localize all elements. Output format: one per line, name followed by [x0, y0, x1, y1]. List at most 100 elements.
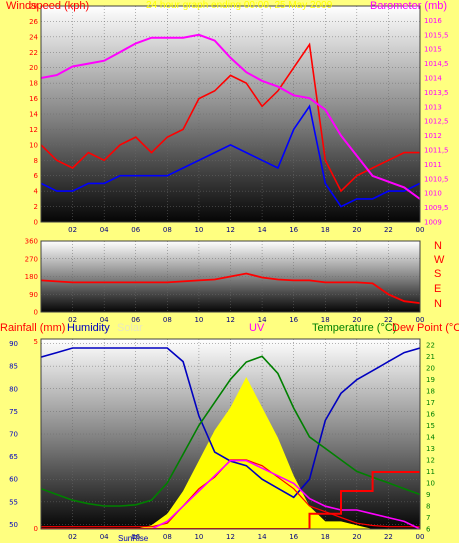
direction-y-tick-label: 360 — [25, 238, 38, 246]
x-tick-label: 10 — [194, 316, 203, 324]
temperature-y-tick-label: 18 — [426, 387, 435, 395]
direction-y-tick-label: 90 — [29, 291, 38, 299]
x-tick-label: 00 — [416, 533, 425, 541]
x-tick-label: 12 — [226, 533, 235, 541]
series-average-windspeed — [41, 104, 420, 208]
wind-y-tick-label: 6 — [34, 172, 39, 180]
temperature-y-tick-label: 7 — [426, 514, 430, 522]
barometer-y-tick-label: 1014 — [424, 75, 442, 83]
humidity-y-tick-label: 75 — [9, 408, 18, 416]
humidity-y-tick-label: 60 — [9, 476, 18, 484]
temperature-y-tick-label: 12 — [426, 456, 435, 464]
x-tick-label: 18 — [321, 533, 330, 541]
direction-y-tick-label: 270 — [25, 255, 38, 263]
rainfall-y-tick-label: 0 — [34, 525, 38, 533]
wind-y-tick-label: 18 — [29, 80, 38, 88]
x-tick-label: 22 — [384, 533, 393, 541]
chart-date-title: 24 hour graph ending 00:00, 25 May 2009 — [146, 0, 333, 11]
wind-y-tick-label: 2 — [34, 203, 38, 211]
wind-y-tick-label: 4 — [34, 188, 39, 196]
x-tick-label: 16 — [289, 316, 298, 324]
temperature-y-tick-label: 22 — [426, 341, 435, 349]
compass-w: W — [434, 254, 445, 266]
x-tick-label: 14 — [258, 533, 267, 541]
x-tick-label: 12 — [226, 226, 235, 234]
x-tick-label: 04 — [100, 533, 109, 541]
temperature-y-tick-label: 11 — [426, 468, 435, 476]
wind-y-tick-label: 28 — [29, 3, 38, 11]
compass-e: E — [434, 283, 442, 295]
series-windspeed-kph- — [41, 42, 420, 193]
plot-frame — [40, 240, 421, 313]
wind-y-tick-label: 14 — [29, 111, 38, 119]
barometer-y-tick-label: 1016 — [424, 17, 442, 25]
x-tick-label: 14 — [258, 226, 267, 234]
direction-y-tick-label: 180 — [25, 273, 38, 281]
humidity-y-tick-label: 90 — [9, 340, 18, 348]
x-tick-label: 22 — [384, 316, 393, 324]
series-temperature — [41, 355, 420, 507]
x-tick-label: 06 — [131, 226, 140, 234]
series-uv — [41, 459, 420, 529]
sunrise-label: SunRise — [118, 534, 149, 543]
barometer-y-tick-label: 1011,5 — [424, 147, 449, 155]
temperature-y-tick-label: 13 — [426, 445, 435, 453]
series-solar — [41, 377, 420, 529]
series-wind-direction — [41, 272, 420, 304]
barometer-axis-label: Barometer (mb) — [370, 0, 448, 12]
wind-y-tick-label: 20 — [29, 64, 38, 72]
x-tick-label: 18 — [321, 316, 330, 324]
uv-label: UV — [249, 322, 265, 334]
humidity-y-tick-label: 80 — [9, 385, 18, 393]
x-tick-label: 02 — [68, 316, 77, 324]
temperature-y-tick-label: 20 — [426, 364, 435, 372]
x-tick-label: 14 — [258, 316, 267, 324]
series-rainfall — [41, 471, 420, 529]
series-barometer-mb- — [41, 33, 420, 200]
barometer-y-tick-label: 1011 — [424, 161, 442, 169]
humidity-y-tick-label: 70 — [9, 431, 18, 439]
wind-y-tick-label: 8 — [34, 157, 38, 165]
barometer-y-tick-label: 1014,5 — [424, 60, 449, 68]
barometer-y-tick-label: 1009,5 — [424, 204, 449, 212]
barometer-y-tick-label: 1010 — [424, 190, 442, 198]
wind-y-tick-label: 24 — [29, 33, 38, 41]
temperature-y-tick-label: 21 — [426, 353, 435, 361]
x-tick-label: 08 — [163, 316, 172, 324]
x-tick-label: 16 — [289, 533, 298, 541]
x-tick-label: 04 — [100, 226, 109, 234]
compass-n-bottom: N — [434, 298, 442, 310]
humidity-axis-label: Humidity — [67, 322, 110, 334]
x-tick-label: 18 — [321, 226, 330, 234]
wind-y-tick-label: 26 — [29, 18, 38, 26]
compass-n-top: N — [434, 240, 442, 252]
humidity-y-tick-label: 55 — [9, 498, 18, 506]
rainfall-y-tick-label: 5 — [34, 338, 38, 346]
x-tick-label: 10 — [194, 226, 203, 234]
temperature-y-tick-label: 16 — [426, 410, 435, 418]
x-tick-label: 22 — [384, 226, 393, 234]
compass-s: S — [434, 268, 442, 280]
x-tick-label: 12 — [226, 316, 235, 324]
x-tick-label: 00 — [416, 226, 425, 234]
wind-y-tick-label: 16 — [29, 95, 38, 103]
x-tick-label: 20 — [352, 226, 361, 234]
wind-y-tick-label: 10 — [29, 141, 38, 149]
humidity-y-tick-label: 50 — [9, 521, 18, 529]
wind-y-tick-label: 0 — [34, 219, 38, 227]
temperature-y-tick-label: 6 — [426, 526, 431, 534]
temperature-y-tick-label: 8 — [426, 502, 430, 510]
barometer-y-tick-label: 1009 — [424, 219, 442, 227]
plot-frame — [40, 338, 421, 530]
temperature-y-tick-label: 19 — [426, 376, 435, 384]
x-tick-label: 06 — [131, 316, 140, 324]
x-tick-label: 16 — [289, 226, 298, 234]
dewpoint-axis-label: Dew Point (°C) — [392, 322, 459, 334]
x-tick-label: 20 — [352, 316, 361, 324]
temperature-y-tick-label: 15 — [426, 422, 435, 430]
barometer-y-tick-label: 1013,5 — [424, 89, 449, 97]
x-tick-label: 00 — [416, 316, 425, 324]
temperature-y-tick-label: 9 — [426, 491, 430, 499]
plot-frame — [40, 5, 421, 223]
